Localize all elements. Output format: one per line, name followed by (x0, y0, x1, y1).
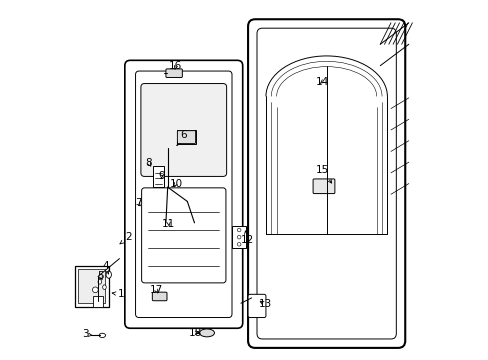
Bar (176, 130, 196, 144)
Text: 14: 14 (315, 77, 328, 87)
Text: 13: 13 (258, 299, 271, 309)
Text: 3: 3 (82, 329, 92, 339)
FancyBboxPatch shape (152, 292, 166, 301)
Text: 4: 4 (102, 261, 109, 274)
FancyBboxPatch shape (141, 84, 226, 176)
Circle shape (237, 243, 241, 246)
Text: 11: 11 (162, 219, 175, 229)
Circle shape (237, 228, 241, 232)
Ellipse shape (199, 329, 214, 337)
Text: 9: 9 (158, 171, 164, 181)
Bar (78, 269, 105, 303)
Bar (75, 266, 108, 307)
Bar (153, 166, 164, 187)
FancyBboxPatch shape (165, 69, 182, 77)
Text: 18: 18 (188, 328, 202, 338)
Circle shape (237, 235, 241, 239)
Text: 8: 8 (145, 158, 152, 168)
Bar (93, 296, 103, 307)
Text: 5: 5 (97, 271, 103, 281)
Ellipse shape (106, 271, 111, 278)
Ellipse shape (98, 279, 102, 284)
Ellipse shape (99, 333, 105, 338)
FancyBboxPatch shape (177, 131, 195, 144)
Text: 2: 2 (120, 232, 131, 244)
FancyBboxPatch shape (124, 60, 242, 328)
Text: 10: 10 (169, 179, 182, 189)
Text: 1: 1 (112, 289, 124, 299)
Bar (231, 226, 246, 248)
Ellipse shape (102, 285, 106, 289)
Text: 15: 15 (315, 165, 331, 183)
Text: 16: 16 (169, 61, 182, 71)
Text: 7: 7 (135, 198, 141, 208)
FancyBboxPatch shape (247, 19, 405, 348)
Text: 17: 17 (149, 285, 163, 295)
Text: 6: 6 (177, 130, 187, 145)
FancyBboxPatch shape (247, 294, 265, 318)
FancyBboxPatch shape (312, 179, 334, 194)
Text: 12: 12 (240, 231, 253, 245)
Circle shape (92, 287, 98, 293)
